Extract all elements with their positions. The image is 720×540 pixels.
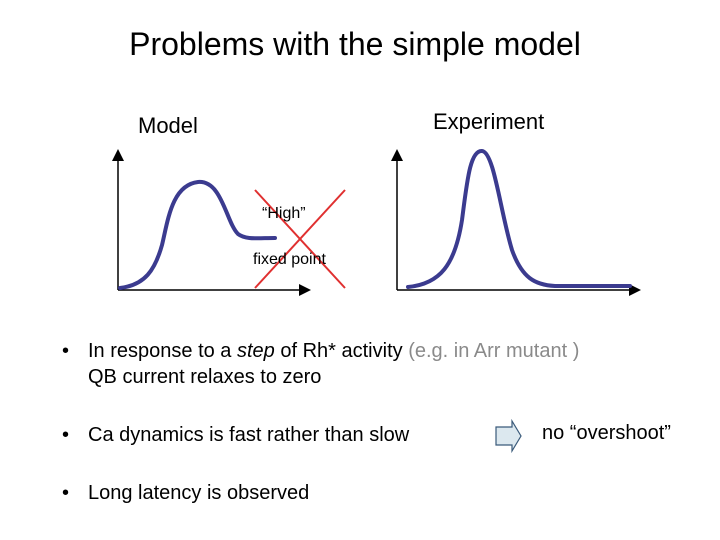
bullet-latency: • Long latency is observed (62, 480, 309, 506)
bullet-text: In response to a (88, 340, 237, 362)
bullet-dot: • (62, 482, 70, 504)
bullet-text: of Rh* activity (274, 340, 409, 362)
experiment-panel-label: Experiment (433, 109, 545, 134)
bullet-rh-step: • In response to a step of Rh* activity (… (62, 338, 702, 390)
bullet-ca-dynamics: • Ca dynamics is fast rather than slow (62, 422, 409, 448)
experiment-response-curve (406, 149, 632, 289)
model-response-curve (118, 180, 277, 290)
slide-title: Problems with the simple model (129, 26, 581, 62)
bullet-dot: • (62, 340, 70, 362)
right-arrow-icon (495, 419, 522, 453)
bullet-dot: • (62, 424, 70, 446)
high-annotation: “High” (262, 205, 306, 222)
cross-line-2 (254, 189, 346, 289)
step-emphasis: step (236, 340, 275, 362)
bullet-text: Long latency is observed (88, 482, 310, 504)
arr-mutant-note: (e.g. in Arr mutant ) (408, 340, 580, 362)
model-panel-label: Model (138, 113, 198, 138)
fixed-point-annotation: fixed point (253, 251, 326, 268)
bullet-text-line2: QB current relaxes to zero (88, 366, 322, 388)
bullet-text: Ca dynamics is fast rather than slow (88, 424, 410, 446)
no-overshoot-result: no “overshoot” (542, 422, 671, 444)
